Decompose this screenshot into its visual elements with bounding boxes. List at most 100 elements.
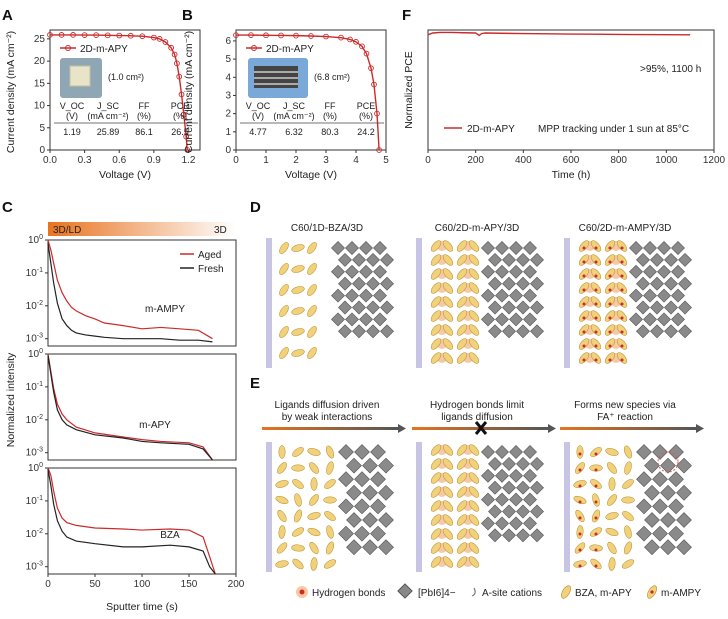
- pbi6-octahedron: [338, 498, 354, 515]
- ligand: [292, 447, 304, 457]
- pbi6-octahedron: [331, 264, 345, 279]
- pbi6-octahedron: [523, 468, 537, 483]
- arrow-head: [696, 424, 704, 433]
- data-point: [338, 34, 344, 41]
- pbi6-octahedron: [660, 457, 676, 474]
- data-point: [184, 147, 191, 153]
- arrow-head: [398, 424, 406, 433]
- pbi6-octahedron: [678, 252, 692, 267]
- pbi6-octahedron: [509, 288, 523, 303]
- ligand: [430, 296, 442, 308]
- ligand: [578, 254, 590, 266]
- ligand: [468, 514, 480, 526]
- diagram-title-e: Forms new species via: [574, 400, 676, 411]
- ligand-dot: [594, 532, 598, 536]
- pbi6-octahedron: [338, 471, 354, 488]
- pbi6-octahedron: [509, 312, 523, 327]
- ligand: [604, 282, 616, 294]
- pbi6-icon: [397, 583, 413, 599]
- ligand-dot: [582, 288, 586, 292]
- legend-ampy: m-AMPY: [661, 588, 701, 599]
- pbi6-octahedron: [523, 445, 537, 459]
- pbi6-octahedron: [516, 456, 530, 471]
- ligand: [578, 352, 590, 364]
- ligand: [578, 296, 590, 308]
- pbi6-octahedron: [668, 525, 684, 542]
- pbi6-octahedron: [481, 468, 495, 483]
- pbi6-octahedron: [636, 324, 650, 339]
- axes-frame-c: [47, 239, 237, 347]
- pbi6-octahedron: [664, 252, 678, 267]
- pbi6-octahedron: [509, 445, 523, 459]
- ligand: [307, 527, 321, 537]
- series-line: [47, 469, 216, 575]
- y-tick-label: 0: [225, 145, 231, 156]
- diagram-title-d: C60/2D-m-AMPY/3D: [579, 223, 672, 234]
- pbi6-octahedron: [345, 312, 359, 327]
- y-tick-label: 10-2: [26, 528, 43, 540]
- ligand: [576, 445, 584, 459]
- x-tick-label: 150: [181, 579, 198, 590]
- ligand-dot: [594, 260, 598, 264]
- pbi6-octahedron: [352, 252, 366, 267]
- pbi6-octahedron: [636, 525, 652, 542]
- ligand: [291, 349, 305, 357]
- pbi6-octahedron: [352, 324, 366, 339]
- pbi6-octahedron: [523, 492, 537, 507]
- x-tick-label: 100: [134, 579, 151, 590]
- pbi6-octahedron: [643, 312, 657, 327]
- ligand-dot: [594, 500, 598, 504]
- ligand: [456, 352, 468, 364]
- y-tick-label: 4: [225, 72, 231, 83]
- ligand-dot: [578, 564, 582, 568]
- inset-device-a: [69, 65, 91, 87]
- pbi6-octahedron: [481, 312, 495, 327]
- diagram-title-e: FA⁺ reaction: [597, 412, 653, 423]
- ligand: [326, 525, 334, 539]
- bottom-legend: Hydrogen bonds [PbI6]4− A-site cations B…: [296, 583, 701, 599]
- data-point: [47, 32, 53, 38]
- pbi6-octahedron: [676, 484, 692, 501]
- x-tick-label: 600: [563, 155, 580, 166]
- y-tick-label: 10-1: [26, 267, 43, 279]
- data-point: [104, 32, 111, 39]
- ligand-dot: [594, 468, 598, 472]
- ligand: [307, 512, 321, 520]
- ligand: [590, 352, 602, 364]
- x-tick-label: 1.2: [182, 155, 196, 166]
- xlabel-b: Voltage (V): [285, 169, 337, 181]
- pbi6-octahedron: [366, 276, 380, 291]
- table-header: (V): [252, 111, 264, 121]
- x-tick-label: 200: [467, 155, 484, 166]
- pbi6-octahedron: [650, 300, 664, 315]
- pbi6-octahedron: [354, 471, 370, 488]
- ligand: [608, 477, 616, 491]
- pbi6-octahedron: [530, 528, 544, 543]
- pbi6-octahedron: [331, 288, 345, 303]
- pbi6-octahedron: [354, 498, 370, 515]
- ligand: [468, 542, 480, 554]
- panel-c: C 3D/LD 3D 100 10-1 10-2 10-3 m-AMPY 100 10-1 1…: [2, 199, 245, 613]
- ligand: [442, 528, 454, 540]
- data-point: [116, 32, 123, 39]
- ligand: [442, 556, 454, 568]
- ligand: [279, 242, 289, 254]
- table-header: PCE: [171, 101, 190, 111]
- ligand: [309, 462, 319, 474]
- pbi6-octahedron: [671, 312, 685, 327]
- pbi6-octahedron: [516, 276, 530, 291]
- pbi6-octahedron: [346, 457, 362, 474]
- y-tick-label: 25: [34, 34, 46, 45]
- y-tick-label: 100: [28, 462, 43, 474]
- ligand: [576, 525, 584, 539]
- ligand: [291, 244, 305, 252]
- ligand: [291, 527, 305, 537]
- x-tick-label: 400: [515, 155, 532, 166]
- pbi6-octahedron: [660, 539, 676, 556]
- ligand: [307, 326, 317, 338]
- y-tick-label: 10-2: [26, 300, 43, 312]
- data-point: [278, 32, 284, 39]
- table-cell: 4.77: [249, 127, 267, 137]
- pbi6-octahedron: [523, 241, 537, 255]
